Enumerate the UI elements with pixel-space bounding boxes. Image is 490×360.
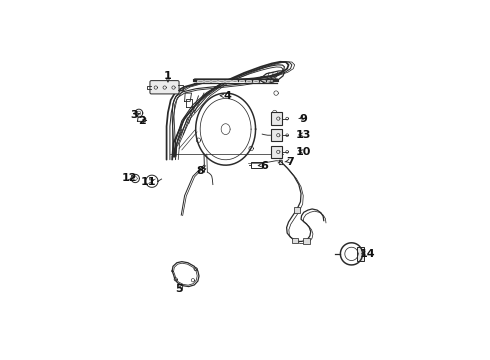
Bar (251, 162, 262, 168)
Text: 6: 6 (261, 161, 269, 171)
Bar (270, 146, 282, 158)
Text: 8: 8 (197, 166, 204, 176)
Text: 11: 11 (140, 177, 156, 187)
Text: 4: 4 (223, 91, 231, 102)
Text: 1: 1 (164, 72, 172, 81)
Text: 5: 5 (175, 284, 183, 294)
Text: 3: 3 (130, 110, 138, 120)
Bar (303, 238, 310, 244)
FancyBboxPatch shape (150, 81, 179, 94)
Text: 2: 2 (138, 116, 146, 126)
Text: 13: 13 (296, 130, 312, 140)
Bar (357, 247, 364, 261)
Bar (270, 112, 282, 125)
Text: 7: 7 (286, 157, 294, 167)
Text: 12: 12 (122, 173, 138, 183)
Bar (270, 129, 282, 141)
Bar (292, 238, 298, 243)
Text: 14: 14 (360, 249, 375, 259)
Text: 9: 9 (300, 114, 308, 123)
Text: 10: 10 (296, 147, 312, 157)
Bar (294, 207, 300, 213)
